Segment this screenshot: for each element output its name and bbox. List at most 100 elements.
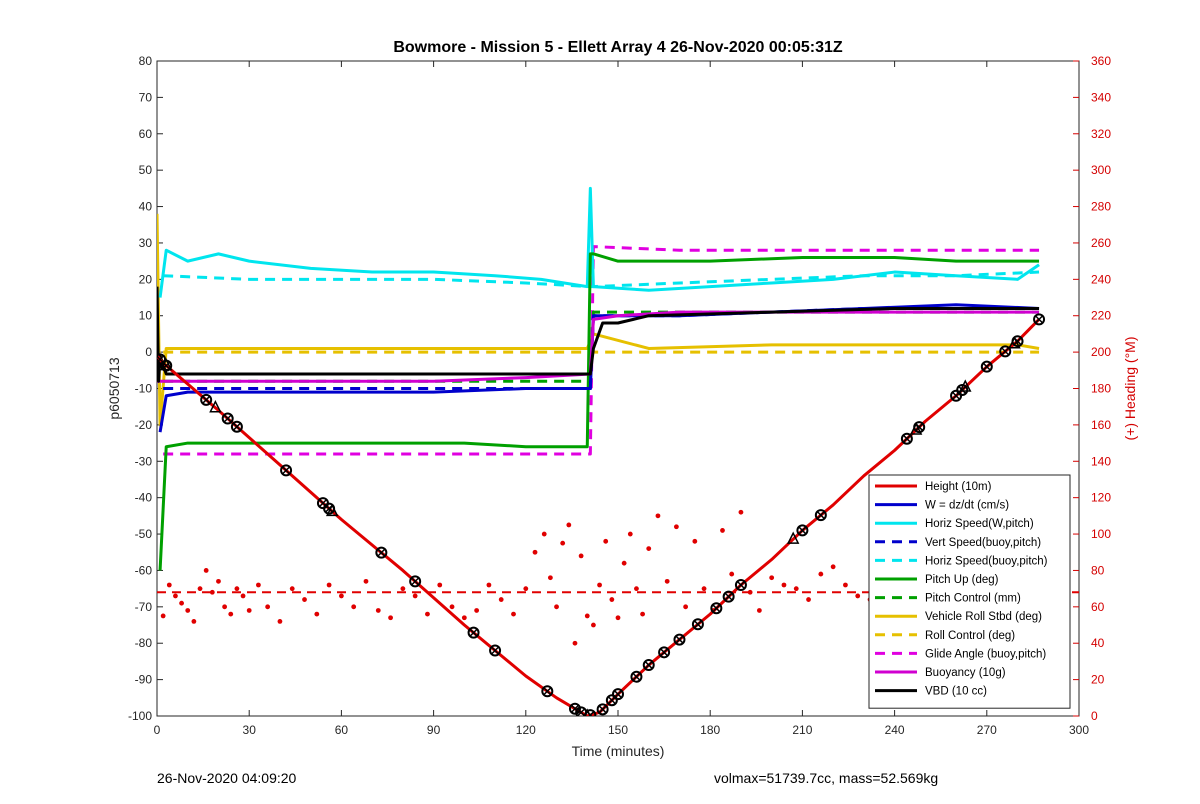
- y-tick-label: -50: [135, 527, 153, 541]
- x-tick-label: 240: [885, 723, 905, 737]
- dive-marker-circle: [722, 590, 735, 603]
- y-tick-label: 0: [145, 345, 152, 359]
- heading-point: [756, 608, 762, 613]
- y-tick-label: 20: [139, 272, 153, 286]
- dive-marker-circle: [658, 646, 671, 659]
- heading-point: [830, 564, 836, 570]
- y-tick-label: 70: [139, 90, 153, 104]
- heading-point: [326, 582, 332, 588]
- heading-point: [769, 575, 775, 581]
- y-tick-label: -30: [135, 454, 153, 468]
- heading-point: [277, 618, 283, 624]
- heading-point: [673, 524, 679, 530]
- y-tick-label: 80: [139, 54, 153, 68]
- y-tick-label: 10: [139, 309, 153, 323]
- y2-tick-label: 120: [1091, 491, 1111, 505]
- legend-label: Buoyancy (10g): [925, 667, 1006, 679]
- legend-label: Pitch Up (deg): [925, 574, 999, 586]
- heading-point: [216, 578, 221, 584]
- y-tick-label: 40: [139, 200, 153, 214]
- heading-point: [664, 578, 670, 584]
- heading-point: [603, 538, 609, 544]
- y-tick-label: -20: [135, 418, 153, 432]
- y2-tick-label: 220: [1091, 309, 1111, 323]
- heading-point: [843, 582, 848, 588]
- y2-tick-label: 160: [1091, 418, 1111, 432]
- legend-label: Pitch Control (mm): [925, 593, 1021, 605]
- heading-point: [234, 586, 240, 592]
- heading-point: [302, 597, 307, 602]
- legend-label: VBD (10 cc): [925, 686, 987, 698]
- dive-marker-cross: [1034, 314, 1044, 324]
- series-line: [163, 270, 1040, 289]
- dive-marker-circle: [200, 393, 213, 406]
- heading-point: [351, 604, 357, 610]
- x-tick-label: 120: [516, 723, 536, 737]
- y2-tick-label: 300: [1091, 163, 1111, 177]
- heading-point: [185, 608, 191, 613]
- heading-point: [240, 593, 246, 599]
- dive-marker-circle: [605, 694, 618, 707]
- dive-marker-cross: [797, 525, 807, 535]
- dive-marker-cross: [161, 361, 171, 371]
- dive-marker-circle: [673, 633, 686, 646]
- heading-point: [265, 604, 271, 610]
- x-axis-label: Time (minutes): [572, 743, 665, 759]
- heading-point: [173, 593, 178, 599]
- heading-point: [498, 597, 504, 602]
- y-tick-label: 60: [139, 127, 153, 141]
- heading-point: [720, 528, 725, 533]
- legend-label: Height (10m): [925, 481, 992, 493]
- y-tick-label: -90: [135, 673, 153, 687]
- legend-label: Vehicle Roll Stbd (deg): [925, 611, 1042, 623]
- dive-marker-circle: [796, 524, 809, 537]
- dive-marker-circle: [734, 579, 747, 591]
- heading-point: [615, 615, 621, 621]
- heading-point: [655, 513, 661, 519]
- dive-marker-triangle: [959, 379, 972, 392]
- dive-marker-circle: [221, 412, 234, 425]
- dive-marker-cross: [724, 592, 734, 602]
- heading-point: [461, 615, 467, 621]
- series-line: [158, 252, 1040, 571]
- series-line: [157, 213, 1040, 427]
- heading-point: [228, 611, 234, 617]
- x-tick-label: 180: [700, 723, 720, 737]
- dive-marker-cross: [693, 619, 703, 629]
- heading-point: [179, 600, 184, 606]
- dive-marker-cross: [736, 580, 746, 590]
- heading-point: [166, 582, 172, 588]
- series-line: [158, 186, 1040, 298]
- heading-point: [532, 549, 538, 555]
- x-tick-label: 90: [427, 723, 441, 737]
- y2-tick-label: 140: [1091, 454, 1111, 468]
- footer-timestamp: 26-Nov-2020 04:09:20: [157, 770, 297, 786]
- heading-point: [388, 615, 393, 621]
- heading-point: [191, 618, 197, 624]
- heading-point: [578, 553, 584, 559]
- heading-point: [591, 622, 596, 628]
- dive-marker-cross: [469, 628, 479, 638]
- dive-marker-cross: [816, 510, 826, 520]
- legend-label: Horiz Speed(W,pitch): [925, 518, 1034, 530]
- heading-point: [584, 613, 590, 619]
- dive-marker-triangle: [909, 422, 923, 435]
- dive-marker-circle: [596, 703, 609, 716]
- legend-label: Glide Angle (buoy,pitch): [925, 648, 1046, 660]
- heading-point: [609, 597, 615, 602]
- dive-marker-circle: [612, 688, 624, 701]
- y-tick-label: -80: [135, 636, 153, 650]
- heading-point: [523, 586, 529, 592]
- x-tick-label: 30: [243, 723, 257, 737]
- heading-point: [541, 531, 547, 537]
- legend-label: W = dz/dt (cm/s): [925, 500, 1009, 512]
- heading-point: [572, 640, 578, 646]
- series-line: [157, 310, 1040, 383]
- heading-point: [566, 522, 572, 528]
- heading-point: [701, 586, 707, 592]
- legend-label: Horiz Speed(buoy,pitch): [925, 555, 1048, 567]
- x-tick-label: 60: [335, 723, 349, 737]
- dive-marker-cross: [223, 413, 233, 424]
- dive-marker-cross: [598, 704, 608, 714]
